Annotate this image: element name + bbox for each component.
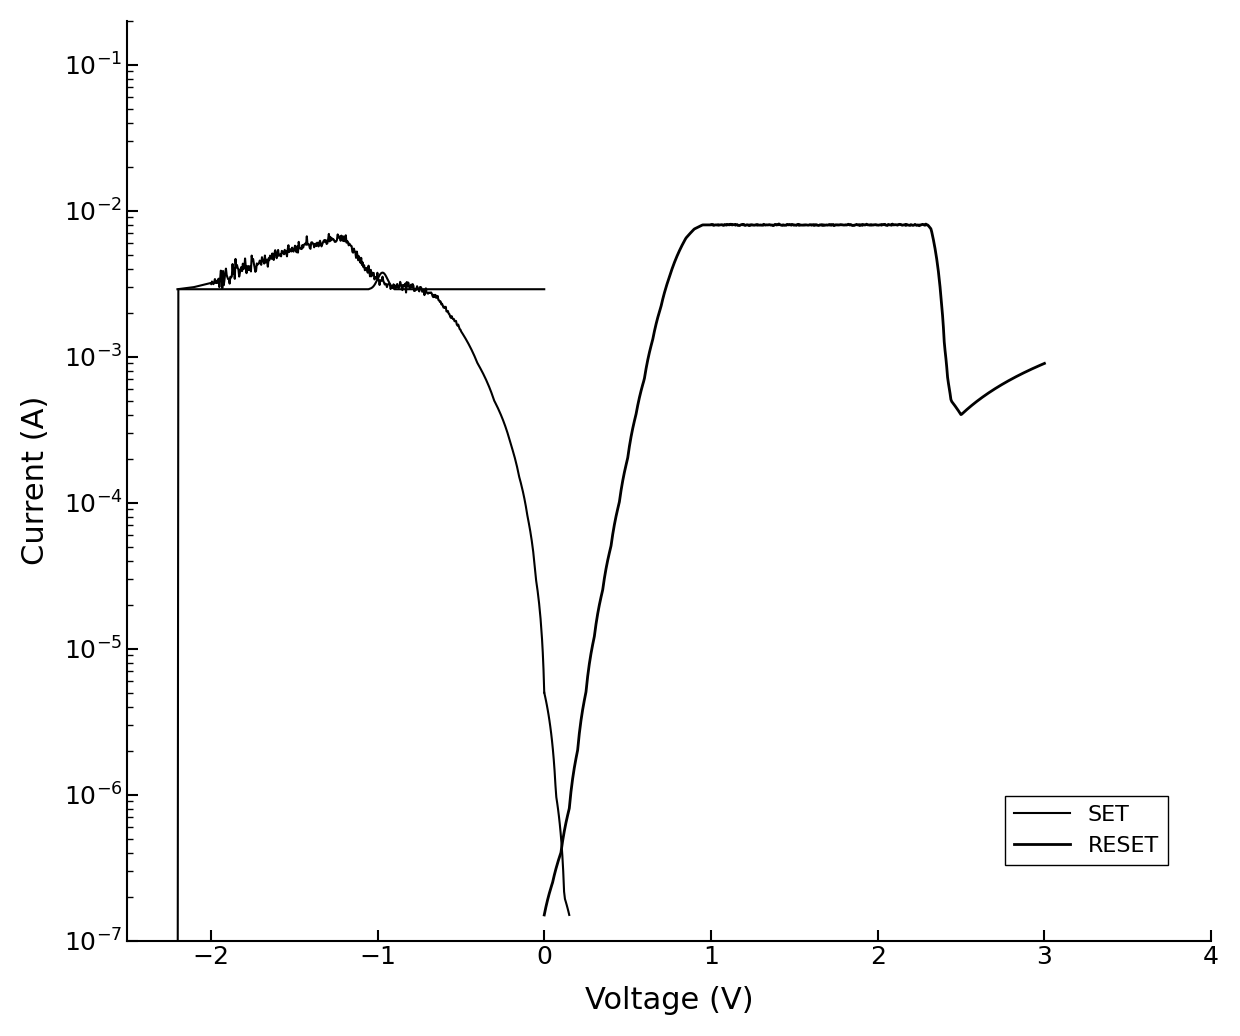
SET [236, 258, 250, 270]
Legend: SET, RESET: SET, RESET [1006, 797, 1168, 865]
SET [321, 228, 336, 240]
RESET [914, 219, 929, 231]
Line: SET: SET [177, 234, 544, 693]
RESET [1037, 357, 1052, 370]
Y-axis label: Current (A): Current (A) [21, 396, 50, 566]
SET [339, 229, 353, 241]
SET [179, 282, 193, 294]
SET [317, 236, 332, 249]
Line: RESET: RESET [544, 224, 1044, 915]
SET [537, 687, 552, 699]
RESET [832, 219, 847, 231]
SET [362, 270, 377, 283]
RESET [537, 909, 552, 921]
X-axis label: Voltage (V): Voltage (V) [585, 986, 754, 1015]
RESET [763, 219, 777, 231]
SET [170, 283, 185, 295]
RESET [625, 422, 640, 434]
SET [361, 266, 376, 279]
RESET [872, 219, 887, 231]
RESET [771, 218, 786, 230]
RESET [666, 260, 681, 272]
